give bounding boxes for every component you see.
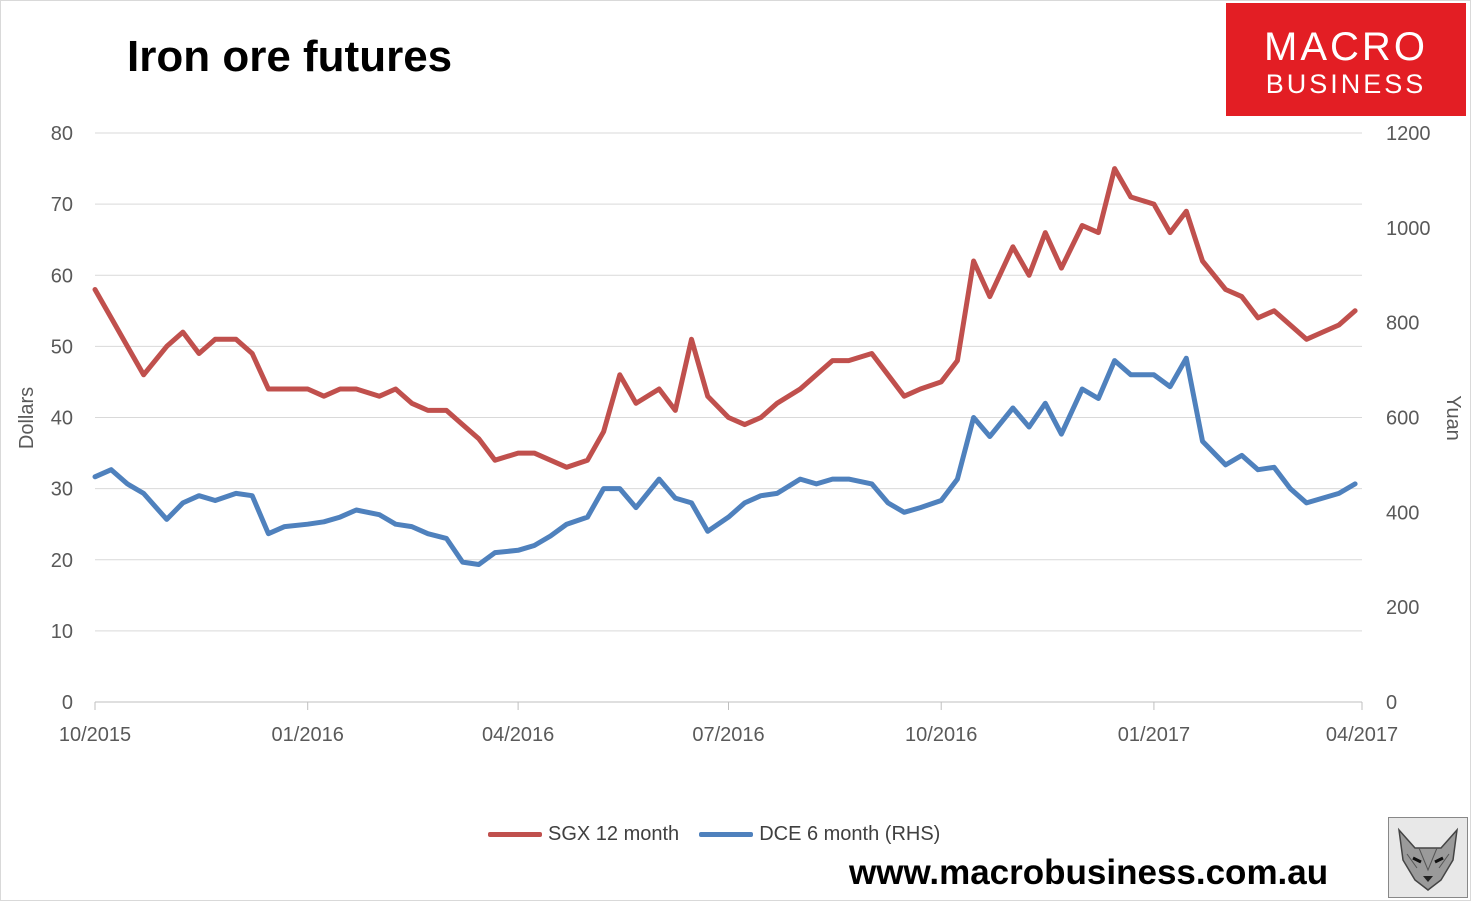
logo-line-2: BUSINESS bbox=[1265, 69, 1427, 99]
left-tick-label: 0 bbox=[62, 692, 73, 714]
legend-item-dce: DCE 6 month (RHS) bbox=[699, 823, 940, 846]
x-tick-label: 01/2016 bbox=[272, 724, 344, 746]
right-tick-label: 600 bbox=[1386, 408, 1419, 430]
right-axis-label: Yuan bbox=[1442, 395, 1464, 441]
left-axis-label: Dollars bbox=[16, 387, 38, 449]
legend-swatch-sgx bbox=[488, 832, 542, 837]
left-tick-label: 50 bbox=[51, 336, 73, 358]
legend-item-sgx: SGX 12 month bbox=[488, 823, 679, 846]
series-lines bbox=[92, 166, 1358, 567]
x-tick-label: 01/2017 bbox=[1118, 724, 1190, 746]
left-tick-label: 80 bbox=[51, 123, 73, 145]
legend-label-dce: DCE 6 month (RHS) bbox=[759, 823, 941, 845]
right-axis-ticks: 0 200 400 600 800 1000 1200 bbox=[1386, 123, 1431, 714]
x-axis: 10/2015 01/2016 04/2016 07/2016 10/2016 01/20… bbox=[59, 701, 1398, 746]
fox-logo-image bbox=[1388, 817, 1468, 898]
website-url: www.macrobusiness.com.au bbox=[849, 853, 1329, 892]
x-tick-label: 10/2016 bbox=[905, 724, 977, 746]
logo-line-1: MACRO bbox=[1264, 25, 1428, 69]
left-tick-label: 70 bbox=[51, 194, 73, 216]
left-axis-ticks: 0 10 20 30 40 50 60 70 80 bbox=[51, 123, 73, 714]
right-tick-label: 1200 bbox=[1386, 123, 1431, 145]
x-tick-label: 07/2016 bbox=[692, 724, 764, 746]
chart-title: Iron ore futures bbox=[127, 32, 453, 81]
macrobusiness-logo: MACRO BUSINESS bbox=[1226, 3, 1466, 116]
legend: SGX 12 month DCE 6 month (RHS) bbox=[488, 823, 960, 846]
left-tick-label: 60 bbox=[51, 265, 73, 287]
right-tick-label: 800 bbox=[1386, 313, 1419, 335]
right-tick-label: 1000 bbox=[1386, 218, 1431, 240]
series-line-dce bbox=[92, 355, 1358, 567]
series-line-sgx bbox=[92, 166, 1358, 470]
x-tick-label: 04/2016 bbox=[482, 724, 554, 746]
legend-label-sgx: SGX 12 month bbox=[548, 823, 680, 845]
x-tick-label: 10/2015 bbox=[59, 724, 131, 746]
left-tick-label: 20 bbox=[51, 550, 73, 572]
right-tick-label: 200 bbox=[1386, 597, 1419, 619]
left-tick-label: 40 bbox=[51, 408, 73, 430]
right-tick-label: 0 bbox=[1386, 692, 1397, 714]
right-tick-label: 400 bbox=[1386, 502, 1419, 524]
left-tick-label: 10 bbox=[51, 621, 73, 643]
left-tick-label: 30 bbox=[51, 479, 73, 501]
x-tick-label: 04/2017 bbox=[1326, 724, 1398, 746]
legend-swatch-dce bbox=[699, 832, 754, 837]
